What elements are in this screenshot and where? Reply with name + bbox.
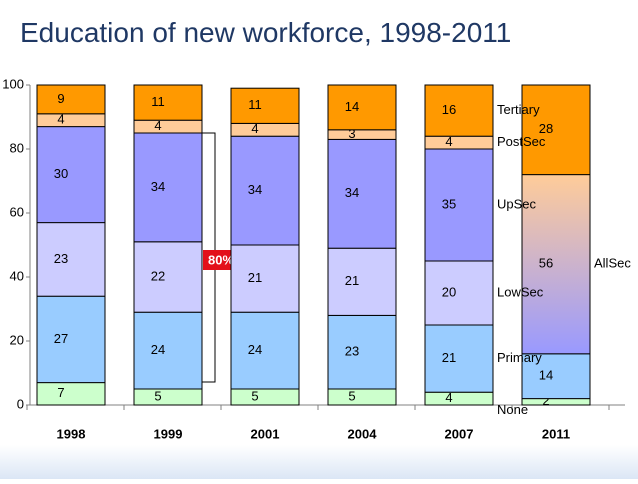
bar-segment [133,132,203,243]
series-label: AllSec [594,256,631,271]
annotation: 80% [208,252,234,267]
value-label: 35 [442,196,456,211]
bar-segment [424,391,494,406]
bar-segment [521,353,591,400]
value-label: 7 [57,385,64,400]
value-label: 23 [54,251,68,266]
bar-segment [424,148,494,262]
value-label: 4 [251,121,258,136]
value-label: 3 [348,126,355,141]
bar-segment [36,295,106,384]
value-label: 34 [345,185,359,200]
value-label: 21 [442,350,456,365]
bar-segment [133,311,203,390]
chart-title: Education of new workforce, 1998-2011 [20,17,511,48]
bar-segment [424,135,494,150]
value-label: 20 [442,284,456,299]
bar-segment [521,398,591,406]
series-label: None [497,402,528,417]
x-tick-label: 2007 [445,426,474,441]
bar-segment [36,113,106,128]
value-label: 11 [248,97,262,112]
bar-segment [327,129,397,140]
value-label: 4 [445,390,452,405]
bar-segment [230,388,300,406]
series-label: Tertiary [497,102,540,117]
y-tick-label: 0 [17,396,24,411]
bar-segment [36,84,106,115]
y-tick-label: 100 [2,76,24,91]
bar-segment [327,314,397,390]
bar-segment [133,119,203,134]
x-tick-label: 1999 [154,426,183,441]
value-label: 21 [345,273,359,288]
value-label: 4 [445,134,452,149]
x-tick-label: 1998 [57,426,86,441]
value-label: 21 [248,270,262,285]
bar-segment [230,135,300,246]
value-label: 34 [151,179,165,194]
value-label: 5 [251,388,258,403]
x-tick-label: 2011 [542,426,570,441]
bar-segment [230,244,300,313]
background-band [0,445,638,479]
bar-segment [327,138,397,249]
bar-segment [424,324,494,393]
value-label: 23 [345,344,359,359]
y-tick-label: 20 [10,332,24,347]
y-tick-label: 80 [10,140,24,155]
value-label: 30 [54,166,68,181]
bar-segment [230,87,300,124]
value-label: 24 [248,342,262,357]
value-label: 11 [151,94,165,109]
bar-segment [133,388,203,406]
bar-segment [36,222,106,297]
series-label: UpSec [497,196,537,211]
bar-segment [424,260,494,326]
value-label: 22 [151,268,165,283]
value-label: 5 [348,388,355,403]
bar-segment [133,84,203,121]
bar-segment [36,382,106,406]
bar-segment [327,247,397,316]
value-label: 4 [154,118,161,133]
bar-segment [424,84,494,137]
value-label: 14 [345,99,359,114]
series-label: LowSec [497,284,544,299]
bar-segment [133,241,203,313]
annotation-box [203,250,239,270]
x-tick-label: 2001 [251,426,280,441]
y-tick-label: 60 [10,204,24,219]
value-label: 9 [57,91,64,106]
bar-segment [327,84,397,131]
value-label: 5 [154,388,161,403]
value-label: 34 [248,182,262,197]
bar-segment [230,311,300,390]
value-label: 16 [442,102,456,117]
value-label: 14 [539,368,553,383]
value-label: 24 [151,342,165,357]
value-label: 56 [539,256,553,271]
value-label: 2 [542,393,549,408]
value-label: 28 [539,121,553,136]
series-label: PostSec [497,134,546,149]
x-tick-label: 2004 [348,426,378,441]
bar-segment [521,84,591,176]
bar-segment [230,122,300,137]
value-label: 27 [54,331,68,346]
y-tick-label: 40 [10,268,24,283]
bar-segment [327,388,397,406]
bar-segment [36,126,106,224]
bar-segment [521,174,591,355]
value-label: 4 [57,112,64,127]
series-label: Primary [497,350,542,365]
